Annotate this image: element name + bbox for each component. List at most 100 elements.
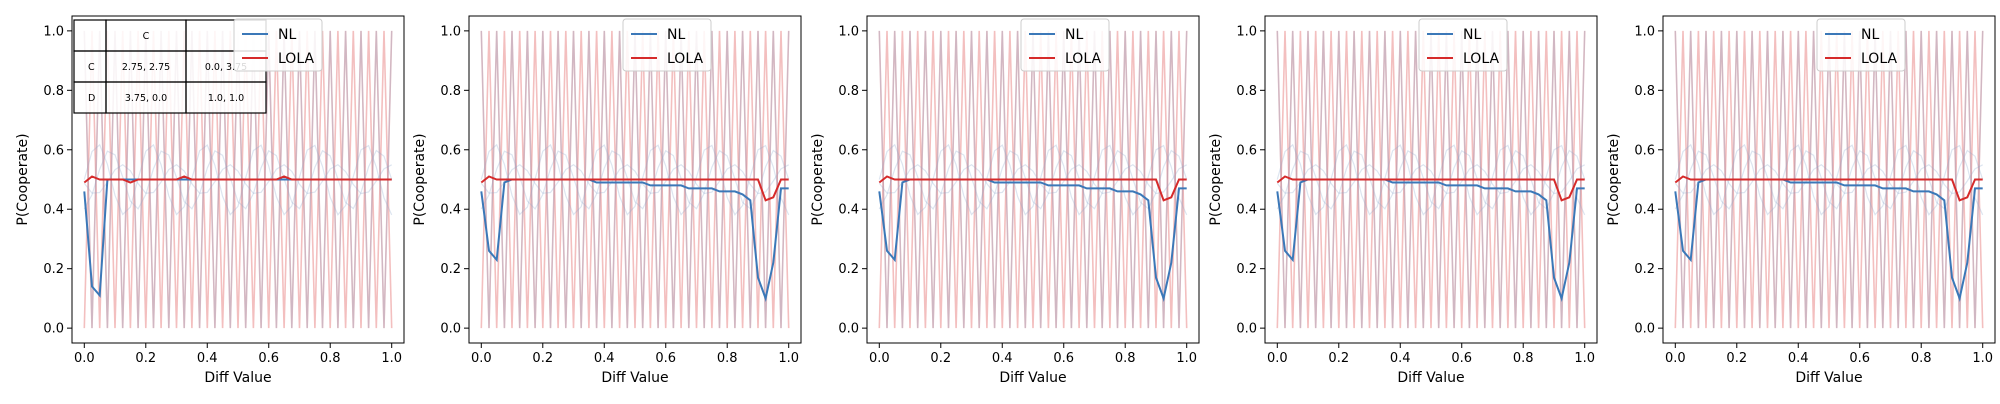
y-tick-label: 0.0 <box>440 322 461 337</box>
x-tick-label: 0.4 <box>594 351 615 366</box>
legend: NL LOLA <box>234 19 322 71</box>
legend-label-nl: NL <box>667 27 685 43</box>
y-tick-label: 1.0 <box>43 24 64 39</box>
y-tick-label: 0.2 <box>43 262 64 277</box>
x-tick-label: 0.0 <box>471 351 492 366</box>
y-tick-label: 0.8 <box>440 84 461 99</box>
legend-label-lola: LOLA <box>1463 51 1499 67</box>
legend-label-nl: NL <box>278 27 296 43</box>
y-tick-label: 0.2 <box>838 262 859 277</box>
y-tick-label: 0.4 <box>838 203 859 218</box>
y-tick-label: 1.0 <box>440 24 461 39</box>
x-tick-label: 0.8 <box>1513 351 1534 366</box>
x-axis-label: Diff Value <box>601 370 668 386</box>
x-tick-label: 0.0 <box>1665 351 1686 366</box>
x-tick-label: 0.8 <box>320 351 341 366</box>
series-line-lola <box>879 177 1186 201</box>
y-tick-label: 0.6 <box>1236 143 1257 158</box>
legend-label-lola: LOLA <box>278 51 314 67</box>
y-tick-label: 0.2 <box>440 262 461 277</box>
y-tick-label: 1.0 <box>1236 24 1257 39</box>
x-tick-label: 0.2 <box>930 351 951 366</box>
x-tick-label: 1.0 <box>1176 351 1197 366</box>
legend: NL LOLA <box>1021 19 1109 71</box>
series-line-nl <box>879 180 1186 299</box>
x-tick-label: 0.6 <box>1053 351 1074 366</box>
legend: NL LOLA <box>623 19 711 71</box>
x-tick-label: 0.4 <box>992 351 1013 366</box>
series-line-lola <box>481 177 788 201</box>
plot-area <box>1277 31 1584 328</box>
payoff-table-text: 2.75, 2.75 <box>122 62 170 73</box>
x-axis-label: Diff Value <box>999 370 1066 386</box>
payoff-table-text: C <box>88 62 95 73</box>
y-tick-label: 0.2 <box>1236 262 1257 277</box>
legend-label-nl: NL <box>1463 27 1481 43</box>
series-line-nl <box>1675 180 1982 299</box>
y-tick-label: 0.2 <box>1634 262 1655 277</box>
y-tick-label: 0.6 <box>43 143 64 158</box>
x-tick-label: 0.6 <box>258 351 279 366</box>
x-tick-label: 0.8 <box>1911 351 1932 366</box>
x-tick-label: 0.2 <box>532 351 553 366</box>
x-tick-label: 0.6 <box>1451 351 1472 366</box>
series-line-lola <box>1277 177 1584 201</box>
series-line-nl <box>481 180 788 299</box>
x-tick-label: 0.0 <box>1267 351 1288 366</box>
y-axis-label: P(Cooperate) <box>810 133 826 225</box>
y-tick-label: 0.0 <box>1236 322 1257 337</box>
x-tick-label: 0.2 <box>135 351 156 366</box>
legend-label-lola: LOLA <box>667 51 703 67</box>
y-tick-label: 0.4 <box>1634 203 1655 218</box>
x-tick-label: 0.6 <box>655 351 676 366</box>
plot-area <box>481 31 788 328</box>
y-tick-label: 0.4 <box>1236 203 1257 218</box>
x-tick-label: 0.4 <box>1788 351 1809 366</box>
y-tick-label: 0.8 <box>838 84 859 99</box>
x-tick-label: 0.4 <box>1390 351 1411 366</box>
x-tick-label: 1.0 <box>1972 351 1993 366</box>
y-tick-label: 0.8 <box>43 84 64 99</box>
payoff-table-text: D <box>88 93 95 104</box>
x-tick-label: 0.2 <box>1726 351 1747 366</box>
y-tick-label: 0.0 <box>43 322 64 337</box>
payoff-table-text: 3.75, 0.0 <box>125 93 167 104</box>
y-axis-label: P(Cooperate) <box>1606 133 1622 225</box>
x-axis-label: Diff Value <box>1795 370 1862 386</box>
x-tick-label: 1.0 <box>778 351 799 366</box>
series-line-nl <box>1277 180 1584 299</box>
y-axis-label: P(Cooperate) <box>412 133 428 225</box>
y-axis-label: P(Cooperate) <box>15 133 31 225</box>
y-axis-label: P(Cooperate) <box>1208 133 1224 225</box>
y-tick-label: 1.0 <box>1634 24 1655 39</box>
x-tick-label: 0.6 <box>1849 351 1870 366</box>
x-tick-label: 0.4 <box>197 351 218 366</box>
y-tick-label: 0.0 <box>1634 322 1655 337</box>
legend: NL LOLA <box>1419 19 1507 71</box>
x-tick-label: 0.0 <box>869 351 890 366</box>
x-tick-label: 1.0 <box>381 351 402 366</box>
x-tick-label: 0.8 <box>717 351 738 366</box>
x-axis-label: Diff Value <box>204 370 271 386</box>
y-tick-label: 0.4 <box>440 203 461 218</box>
y-tick-label: 1.0 <box>838 24 859 39</box>
panel-5: 0.0 0.2 0.4 0.6 0.8 1.0 0.0 0.2 0.4 0.6 0.8 1.0 Diff… <box>1606 16 1995 386</box>
legend-label-nl: NL <box>1065 27 1083 43</box>
x-tick-label: 1.0 <box>1574 351 1595 366</box>
y-tick-label: 0.4 <box>43 203 64 218</box>
y-tick-label: 0.6 <box>1634 143 1655 158</box>
y-tick-label: 0.6 <box>838 143 859 158</box>
x-axis-label: Diff Value <box>1397 370 1464 386</box>
series-line-lola <box>1675 177 1982 201</box>
payoff-table-text: 1.0, 1.0 <box>208 93 244 104</box>
legend-label-lola: LOLA <box>1065 51 1101 67</box>
payoff-table-text: C <box>143 31 150 42</box>
y-tick-label: 0.8 <box>1634 84 1655 99</box>
